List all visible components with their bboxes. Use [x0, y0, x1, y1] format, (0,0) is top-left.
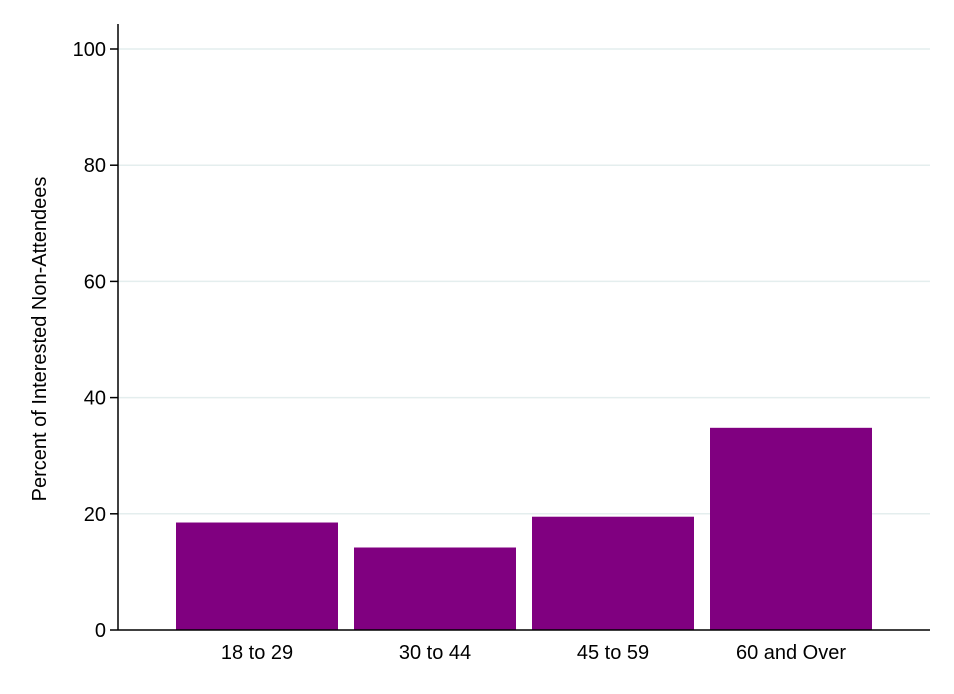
- x-tick-label: 60 and Over: [736, 642, 846, 664]
- x-tick-label: 30 to 44: [399, 642, 471, 664]
- x-tick-label: 45 to 59: [577, 642, 649, 664]
- y-tick-label: 100: [73, 39, 106, 61]
- y-axis-title: Percent of Interested Non-Attendees: [29, 177, 51, 502]
- bars: [176, 427, 872, 630]
- y-tick-label: 80: [84, 155, 106, 177]
- bar: [176, 522, 338, 630]
- y-axis: 0 20 40 60 80 100: [73, 24, 119, 642]
- bar: [354, 547, 516, 630]
- x-axis: 18 to 29 30 to 44 45 to 59 60 and Over: [118, 629, 930, 664]
- y-tick-label: 0: [95, 620, 106, 642]
- x-tick-label: 18 to 29: [221, 642, 293, 664]
- bar: [710, 427, 872, 630]
- y-tick-label: 60: [84, 271, 106, 293]
- bar: [532, 516, 694, 630]
- y-tick-label: 40: [84, 388, 106, 410]
- y-tick-label: 20: [84, 504, 106, 526]
